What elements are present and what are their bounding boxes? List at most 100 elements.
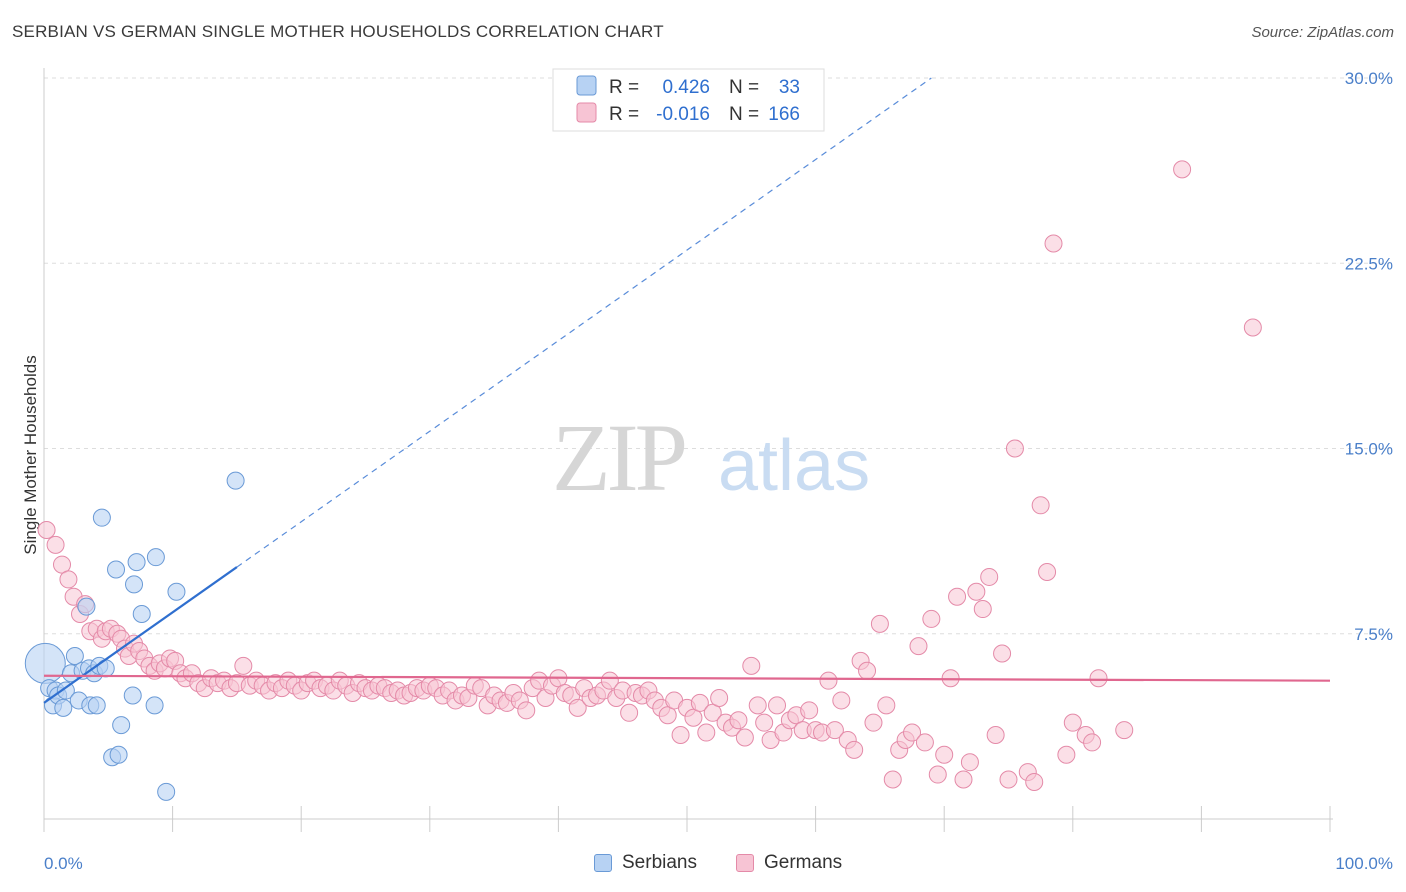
german-point	[980, 567, 999, 586]
legend-box	[552, 68, 825, 132]
german-point	[620, 703, 639, 722]
legend-r-label-germans: R =	[609, 104, 639, 125]
legend-r-label-serbians: R =	[609, 77, 639, 98]
german-point	[832, 691, 851, 710]
german-point	[1005, 439, 1024, 458]
watermark-atlas: atlas	[718, 426, 870, 506]
german-point	[748, 696, 767, 715]
serbian-point	[92, 508, 111, 527]
german-point	[46, 535, 65, 554]
german-point	[993, 644, 1012, 663]
german-point	[973, 600, 992, 619]
german-point	[883, 770, 902, 789]
german-point	[1057, 745, 1076, 764]
german-point	[1083, 733, 1102, 752]
german-point	[1031, 496, 1050, 515]
german-point	[37, 521, 56, 540]
german-point	[1243, 318, 1262, 337]
german-point	[729, 711, 748, 730]
legend-swatch-germans	[576, 102, 597, 123]
serbian-point	[65, 646, 84, 665]
german-point	[948, 587, 967, 606]
german-point	[864, 713, 883, 732]
german-point	[915, 733, 934, 752]
gridlines	[44, 77, 1393, 635]
legend-n-value-serbians: 33	[779, 77, 800, 98]
legend-r-value-germans: -0.016	[656, 104, 710, 125]
serbians-label: Serbians	[622, 852, 697, 873]
serbian-trend-extension	[236, 77, 932, 568]
y-tick-labels: 7.5% 15.0% 22.5% 30.0%	[1345, 69, 1393, 644]
chart-source: Source: ZipAtlas.com	[1251, 24, 1394, 41]
german-point	[703, 703, 722, 722]
y-tick-label: 15.0%	[1345, 440, 1393, 459]
german-point	[517, 701, 536, 720]
serbian-point	[24, 642, 66, 684]
legend-n-label-germans: N =	[729, 104, 759, 125]
serbian-point	[54, 698, 73, 717]
serbian-point	[127, 553, 146, 572]
serbians-swatch	[594, 854, 612, 872]
serbian-point	[157, 782, 176, 801]
german-point	[903, 723, 922, 742]
y-tick-label: 22.5%	[1345, 254, 1393, 273]
german-point	[768, 696, 787, 715]
serbian-point	[109, 745, 128, 764]
german-point	[690, 693, 709, 712]
german-point	[825, 721, 844, 740]
german-point	[59, 570, 78, 589]
germans-label: Germans	[764, 852, 843, 873]
german-point	[960, 753, 979, 772]
serbian-point	[77, 597, 96, 616]
german-point	[684, 708, 703, 727]
serbian-point	[167, 582, 186, 601]
german-point	[658, 706, 677, 725]
german-point	[870, 614, 889, 633]
german-point	[53, 555, 72, 574]
serbian-point	[226, 471, 245, 490]
serbian-trend-line	[43, 566, 238, 704]
german-point	[800, 701, 819, 720]
german-point	[671, 726, 690, 745]
german-point	[967, 582, 986, 601]
german-point	[1025, 772, 1044, 791]
serbian-points	[24, 471, 245, 801]
german-point	[928, 765, 947, 784]
german-point	[909, 637, 928, 656]
german-point	[1044, 234, 1063, 253]
serbian-point	[145, 696, 164, 715]
german-point	[1115, 721, 1134, 740]
german-point	[1038, 563, 1057, 581]
german-point	[234, 656, 253, 675]
x-tick-label-max: 100.0%	[1335, 854, 1393, 873]
german-point	[999, 770, 1018, 789]
bottom-legend-serbians: Serbians	[594, 852, 697, 874]
y-axis-label: Single Mother Households	[21, 355, 40, 554]
german-point	[819, 671, 838, 690]
y-tick-label: 30.0%	[1345, 69, 1393, 88]
german-point	[1173, 160, 1192, 179]
serbian-point	[146, 548, 165, 567]
german-point	[755, 713, 774, 732]
bottom-legend: Serbians Germans	[0, 850, 1406, 880]
german-point	[742, 656, 761, 675]
german-point	[922, 609, 941, 628]
legend-n-value-germans: 166	[768, 104, 800, 125]
german-point	[697, 723, 716, 742]
german-point	[845, 740, 864, 759]
german-point	[858, 661, 877, 680]
watermark: ZIP atlas	[552, 404, 870, 511]
watermark-zip: ZIP	[552, 404, 685, 511]
german-point	[1063, 713, 1082, 732]
german-point	[735, 728, 754, 747]
german-point	[986, 726, 1005, 745]
legend-n-label-serbians: N =	[729, 77, 759, 98]
german-point	[1089, 669, 1108, 688]
x-axis-ticks	[43, 806, 1331, 832]
serbian-point	[125, 575, 144, 594]
german-points	[37, 160, 1262, 791]
x-tick-label-min: 0.0%	[44, 854, 83, 873]
german-point	[954, 770, 973, 789]
bottom-legend-germans: Germans	[736, 852, 842, 874]
